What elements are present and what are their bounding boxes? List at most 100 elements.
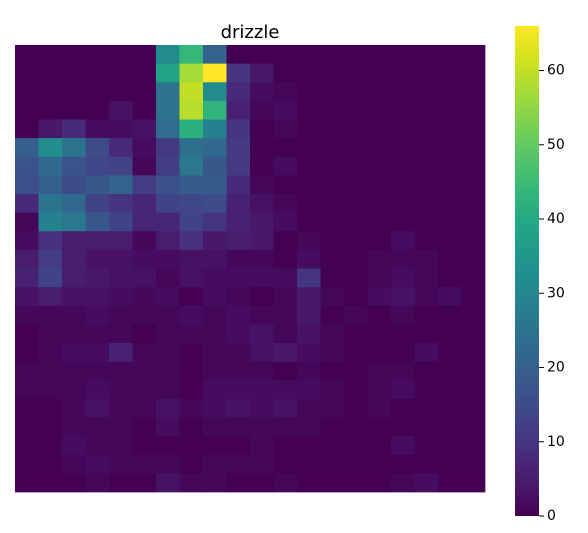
heatmap-cell <box>15 175 39 195</box>
heatmap-cell <box>156 175 180 195</box>
heatmap-cell <box>85 287 110 307</box>
heatmap-cell <box>367 63 392 83</box>
heatmap-cell <box>250 45 274 64</box>
heatmap-cell <box>203 473 227 493</box>
heatmap-cell <box>38 343 63 362</box>
heatmap-cell <box>320 473 345 493</box>
colorbar-ticks: 0 10 20 30 40 50 60 <box>539 63 565 524</box>
heatmap-cell <box>391 398 415 418</box>
heatmap-cell <box>85 100 110 120</box>
heatmap-cell <box>391 324 415 344</box>
heatmap-cell <box>15 45 39 64</box>
heatmap-cell <box>438 417 462 437</box>
heatmap-cell <box>38 119 63 139</box>
heatmap-cell <box>179 454 204 474</box>
heatmap-cell <box>109 324 133 344</box>
heatmap-cell <box>15 305 39 325</box>
heatmap-cell <box>62 231 86 251</box>
heatmap-cell <box>132 343 157 362</box>
heatmap-cell <box>461 63 486 83</box>
heatmap-cell <box>156 343 180 362</box>
heatmap-cell <box>297 454 321 474</box>
heatmap-cell <box>391 63 415 83</box>
heatmap-cell <box>250 305 274 325</box>
heatmap-cell <box>250 417 274 437</box>
heatmap-cell <box>414 473 439 493</box>
heatmap-cell <box>438 287 462 307</box>
heatmap-cell <box>273 138 298 158</box>
heatmap-cell <box>15 287 39 307</box>
heatmap-cell <box>132 268 157 288</box>
heatmap-cell <box>156 287 180 307</box>
heatmap-cell <box>15 398 39 418</box>
heatmap-cell <box>344 417 368 437</box>
heatmap-cell <box>85 212 110 232</box>
heatmap-cell <box>297 194 321 213</box>
heatmap-cell <box>250 398 274 418</box>
heatmap-cell <box>156 156 180 176</box>
heatmap-cell <box>391 268 415 288</box>
heatmap-cell <box>226 100 251 120</box>
heatmap-cell <box>109 380 133 400</box>
heatmap-cell <box>38 63 63 83</box>
heatmap-cell <box>297 82 321 102</box>
heatmap-cell <box>226 268 251 288</box>
heatmap-cell <box>15 100 39 120</box>
heatmap-cell <box>461 100 486 120</box>
heatmap-cell <box>179 249 204 269</box>
heatmap-cell <box>38 82 63 102</box>
heatmap-cell <box>38 175 63 195</box>
heatmap-cell <box>226 436 251 456</box>
heatmap-cell <box>461 380 486 400</box>
heatmap-cell <box>226 212 251 232</box>
heatmap-cell <box>250 82 274 102</box>
heatmap-cell <box>320 119 345 139</box>
heatmap-cell <box>85 194 110 213</box>
heatmap-cell <box>344 361 368 381</box>
heatmap-cell <box>438 398 462 418</box>
heatmap-cell <box>250 156 274 176</box>
heatmap-cell <box>273 268 298 288</box>
heatmap-cell <box>367 473 392 493</box>
heatmap-cell <box>320 287 345 307</box>
heatmap-cell <box>15 231 39 251</box>
heatmap-cell <box>62 436 86 456</box>
heatmap-cell <box>367 361 392 381</box>
heatmap-cell <box>179 417 204 437</box>
heatmap-cell <box>85 156 110 176</box>
heatmap-cell <box>461 119 486 139</box>
heatmap-cell <box>203 436 227 456</box>
heatmap-cell <box>273 45 298 64</box>
heatmap-cell <box>132 63 157 83</box>
heatmap-cell <box>109 45 133 64</box>
heatmap-cell <box>391 473 415 493</box>
heatmap-cell <box>320 305 345 325</box>
heatmap-cell <box>414 287 439 307</box>
heatmap-cell <box>179 324 204 344</box>
heatmap-cell <box>109 305 133 325</box>
colorbar-tick-label: 30 <box>547 285 565 301</box>
heatmap-cell <box>320 194 345 213</box>
heatmap-cell <box>438 82 462 102</box>
heatmap-cell <box>391 231 415 251</box>
heatmap-cell <box>414 249 439 269</box>
heatmap-cell <box>85 45 110 64</box>
heatmap-cell <box>414 436 439 456</box>
heatmap-cell <box>414 82 439 102</box>
heatmap-cell <box>15 417 39 437</box>
heatmap-cell <box>179 63 204 83</box>
heatmap-cell <box>461 175 486 195</box>
heatmap-cell <box>179 473 204 493</box>
heatmap-cell <box>297 119 321 139</box>
heatmap-cell <box>414 361 439 381</box>
heatmap-cell <box>85 417 110 437</box>
heatmap-cell <box>62 473 86 493</box>
heatmap-cell <box>132 156 157 176</box>
heatmap-cell <box>297 156 321 176</box>
heatmap-cell <box>156 45 180 64</box>
heatmap-cell <box>179 398 204 418</box>
heatmap-cell <box>391 100 415 120</box>
heatmap-cell <box>273 287 298 307</box>
heatmap-cell <box>156 138 180 158</box>
heatmap-cell <box>38 454 63 474</box>
